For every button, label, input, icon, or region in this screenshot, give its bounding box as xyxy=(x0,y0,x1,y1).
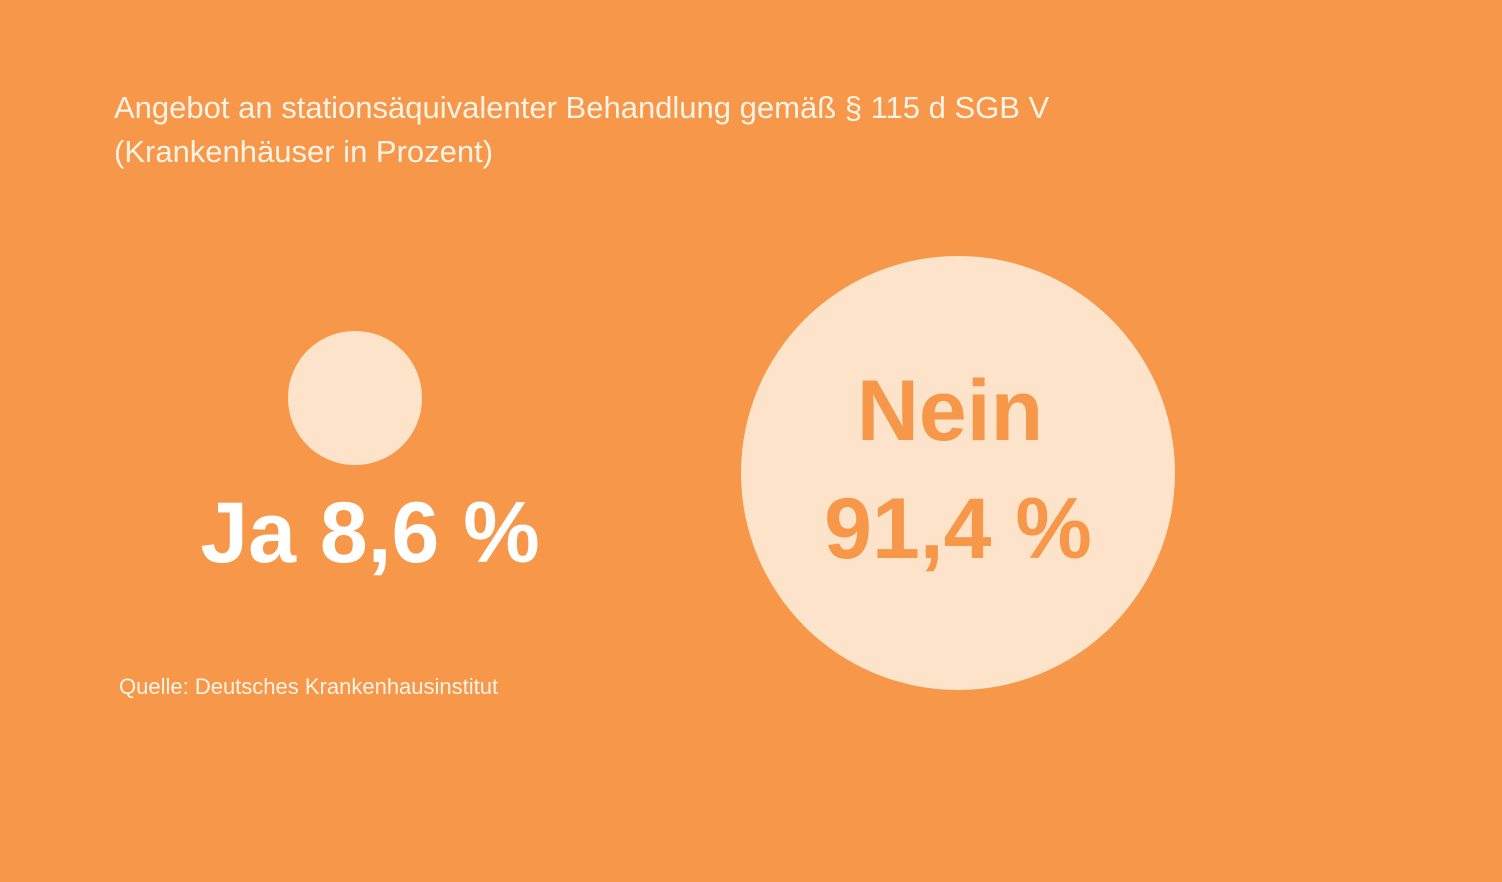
data-label-ja: Ja 8,6 % xyxy=(200,485,540,581)
data-label-nein-value: 91,4 % xyxy=(824,481,1092,577)
chart-title-line-1: Angebot an stationsäquivalenter Behandlu… xyxy=(114,90,1050,125)
bubble-nein xyxy=(741,256,1175,690)
chart-title-line-2: (Krankenhäuser in Prozent) xyxy=(114,134,494,169)
source-note: Quelle: Deutsches Krankenhausinstitut xyxy=(119,674,499,699)
chart-title: Angebot an stationsäquivalenter Behandlu… xyxy=(114,86,1214,174)
data-label-nein-category: Nein xyxy=(856,363,1044,459)
bubble-ja xyxy=(288,331,422,465)
